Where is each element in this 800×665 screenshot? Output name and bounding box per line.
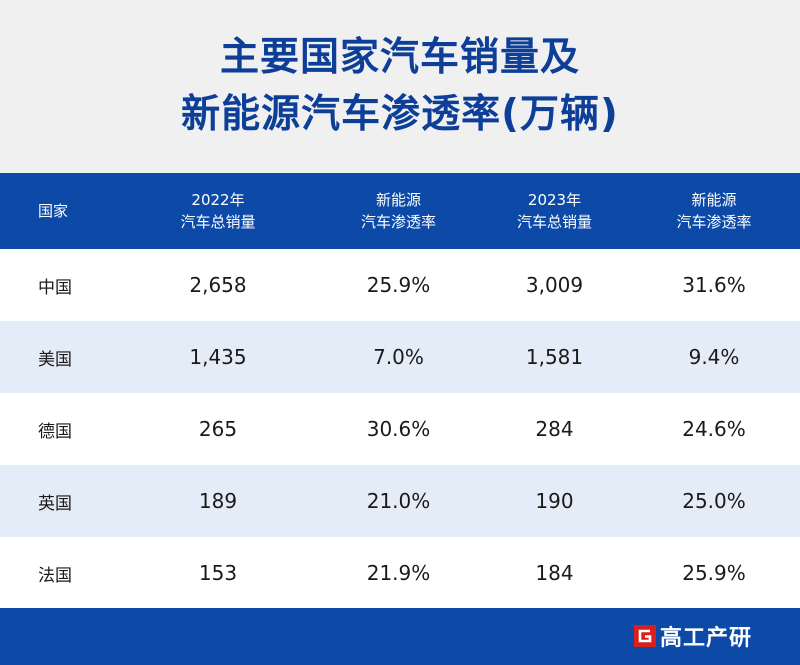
header-2022-total-sales: 2022年 汽车总销量 xyxy=(120,173,316,249)
cell-2023-sales: 1,581 xyxy=(525,345,584,369)
cell-2022-penetration: 25.9% xyxy=(366,273,431,297)
cell-2023-sales: 184 xyxy=(535,561,574,585)
page-title-line-2: 新能源汽车渗透率(万辆) xyxy=(181,92,619,137)
cell-2022-sales: 1,435 xyxy=(189,345,247,369)
cell-2022-penetration: 7.0% xyxy=(373,345,424,369)
cell-2023-penetration: 25.9% xyxy=(682,561,746,585)
title-area: 主要国家汽车销量及 新能源汽车渗透率(万辆) xyxy=(0,0,800,173)
brand-logo-text: 高工产研 xyxy=(659,626,752,651)
header-country-label: 国家 xyxy=(38,202,69,220)
cell-2022-sales: 265 xyxy=(198,417,238,441)
header-country: 国家 xyxy=(0,173,120,249)
header-2022-penetration-label: 汽车渗透率 xyxy=(360,213,436,231)
cell-2023-penetration: 31.6% xyxy=(682,273,746,297)
cell-country: 英国 xyxy=(38,493,72,514)
g-logo-icon xyxy=(633,625,656,647)
header-2023-nev-penetration: 新能源 汽车渗透率 xyxy=(628,173,800,249)
cell-country: 德国 xyxy=(38,421,72,442)
cell-2023-sales: 190 xyxy=(535,489,574,513)
cell-2023-penetration: 25.0% xyxy=(682,489,746,513)
header-2022-total-sales-label: 汽车总销量 xyxy=(180,213,256,231)
cell-2022-sales: 153 xyxy=(198,561,238,585)
table-row: 中国 2,658 25.9% 3,009 31.6% xyxy=(0,249,800,321)
cell-2022-sales: 189 xyxy=(198,489,238,513)
cell-2022-penetration: 30.6% xyxy=(366,417,431,441)
header-2023-total-sales: 2023年 汽车总销量 xyxy=(481,173,628,249)
header-2022-nev: 新能源 xyxy=(375,191,421,209)
cell-2023-penetration: 24.6% xyxy=(682,417,746,441)
page-title-line-1: 主要国家汽车销量及 xyxy=(219,35,580,80)
header-2023-year: 2023年 xyxy=(527,191,582,209)
cell-2022-sales: 2,658 xyxy=(189,273,247,297)
header-2023-total-sales-label: 汽车总销量 xyxy=(516,213,592,231)
header-2022-nev-penetration: 新能源 汽车渗透率 xyxy=(316,173,481,249)
brand-logo: 高工产研 xyxy=(633,621,752,651)
table-row: 英国 189 21.0% 190 25.0% xyxy=(0,465,800,537)
cell-2023-sales: 3,009 xyxy=(525,273,584,297)
cell-country: 美国 xyxy=(38,349,72,370)
cell-2022-penetration: 21.0% xyxy=(366,489,431,513)
footer-bar: 高工产研 xyxy=(0,608,800,665)
cell-country: 法国 xyxy=(38,565,72,586)
cell-2023-penetration: 9.4% xyxy=(688,345,740,369)
cell-2023-sales: 284 xyxy=(535,417,574,441)
cell-2022-penetration: 21.9% xyxy=(366,561,431,585)
header-2022-year: 2022年 xyxy=(191,191,245,209)
header-2023-nev: 新能源 xyxy=(691,191,737,209)
cell-country: 中国 xyxy=(38,277,72,298)
header-2023-penetration-label: 汽车渗透率 xyxy=(676,213,752,231)
table-row: 法国 153 21.9% 184 25.9% xyxy=(0,537,800,609)
table-row: 德国 265 30.6% 284 24.6% xyxy=(0,393,800,465)
table-row: 美国 1,435 7.0% 1,581 9.4% xyxy=(0,321,800,393)
table-header-row: 国家 2022年 汽车总销量 新能源 汽车渗透率 2023年 汽车总销量 新能源… xyxy=(0,173,800,249)
